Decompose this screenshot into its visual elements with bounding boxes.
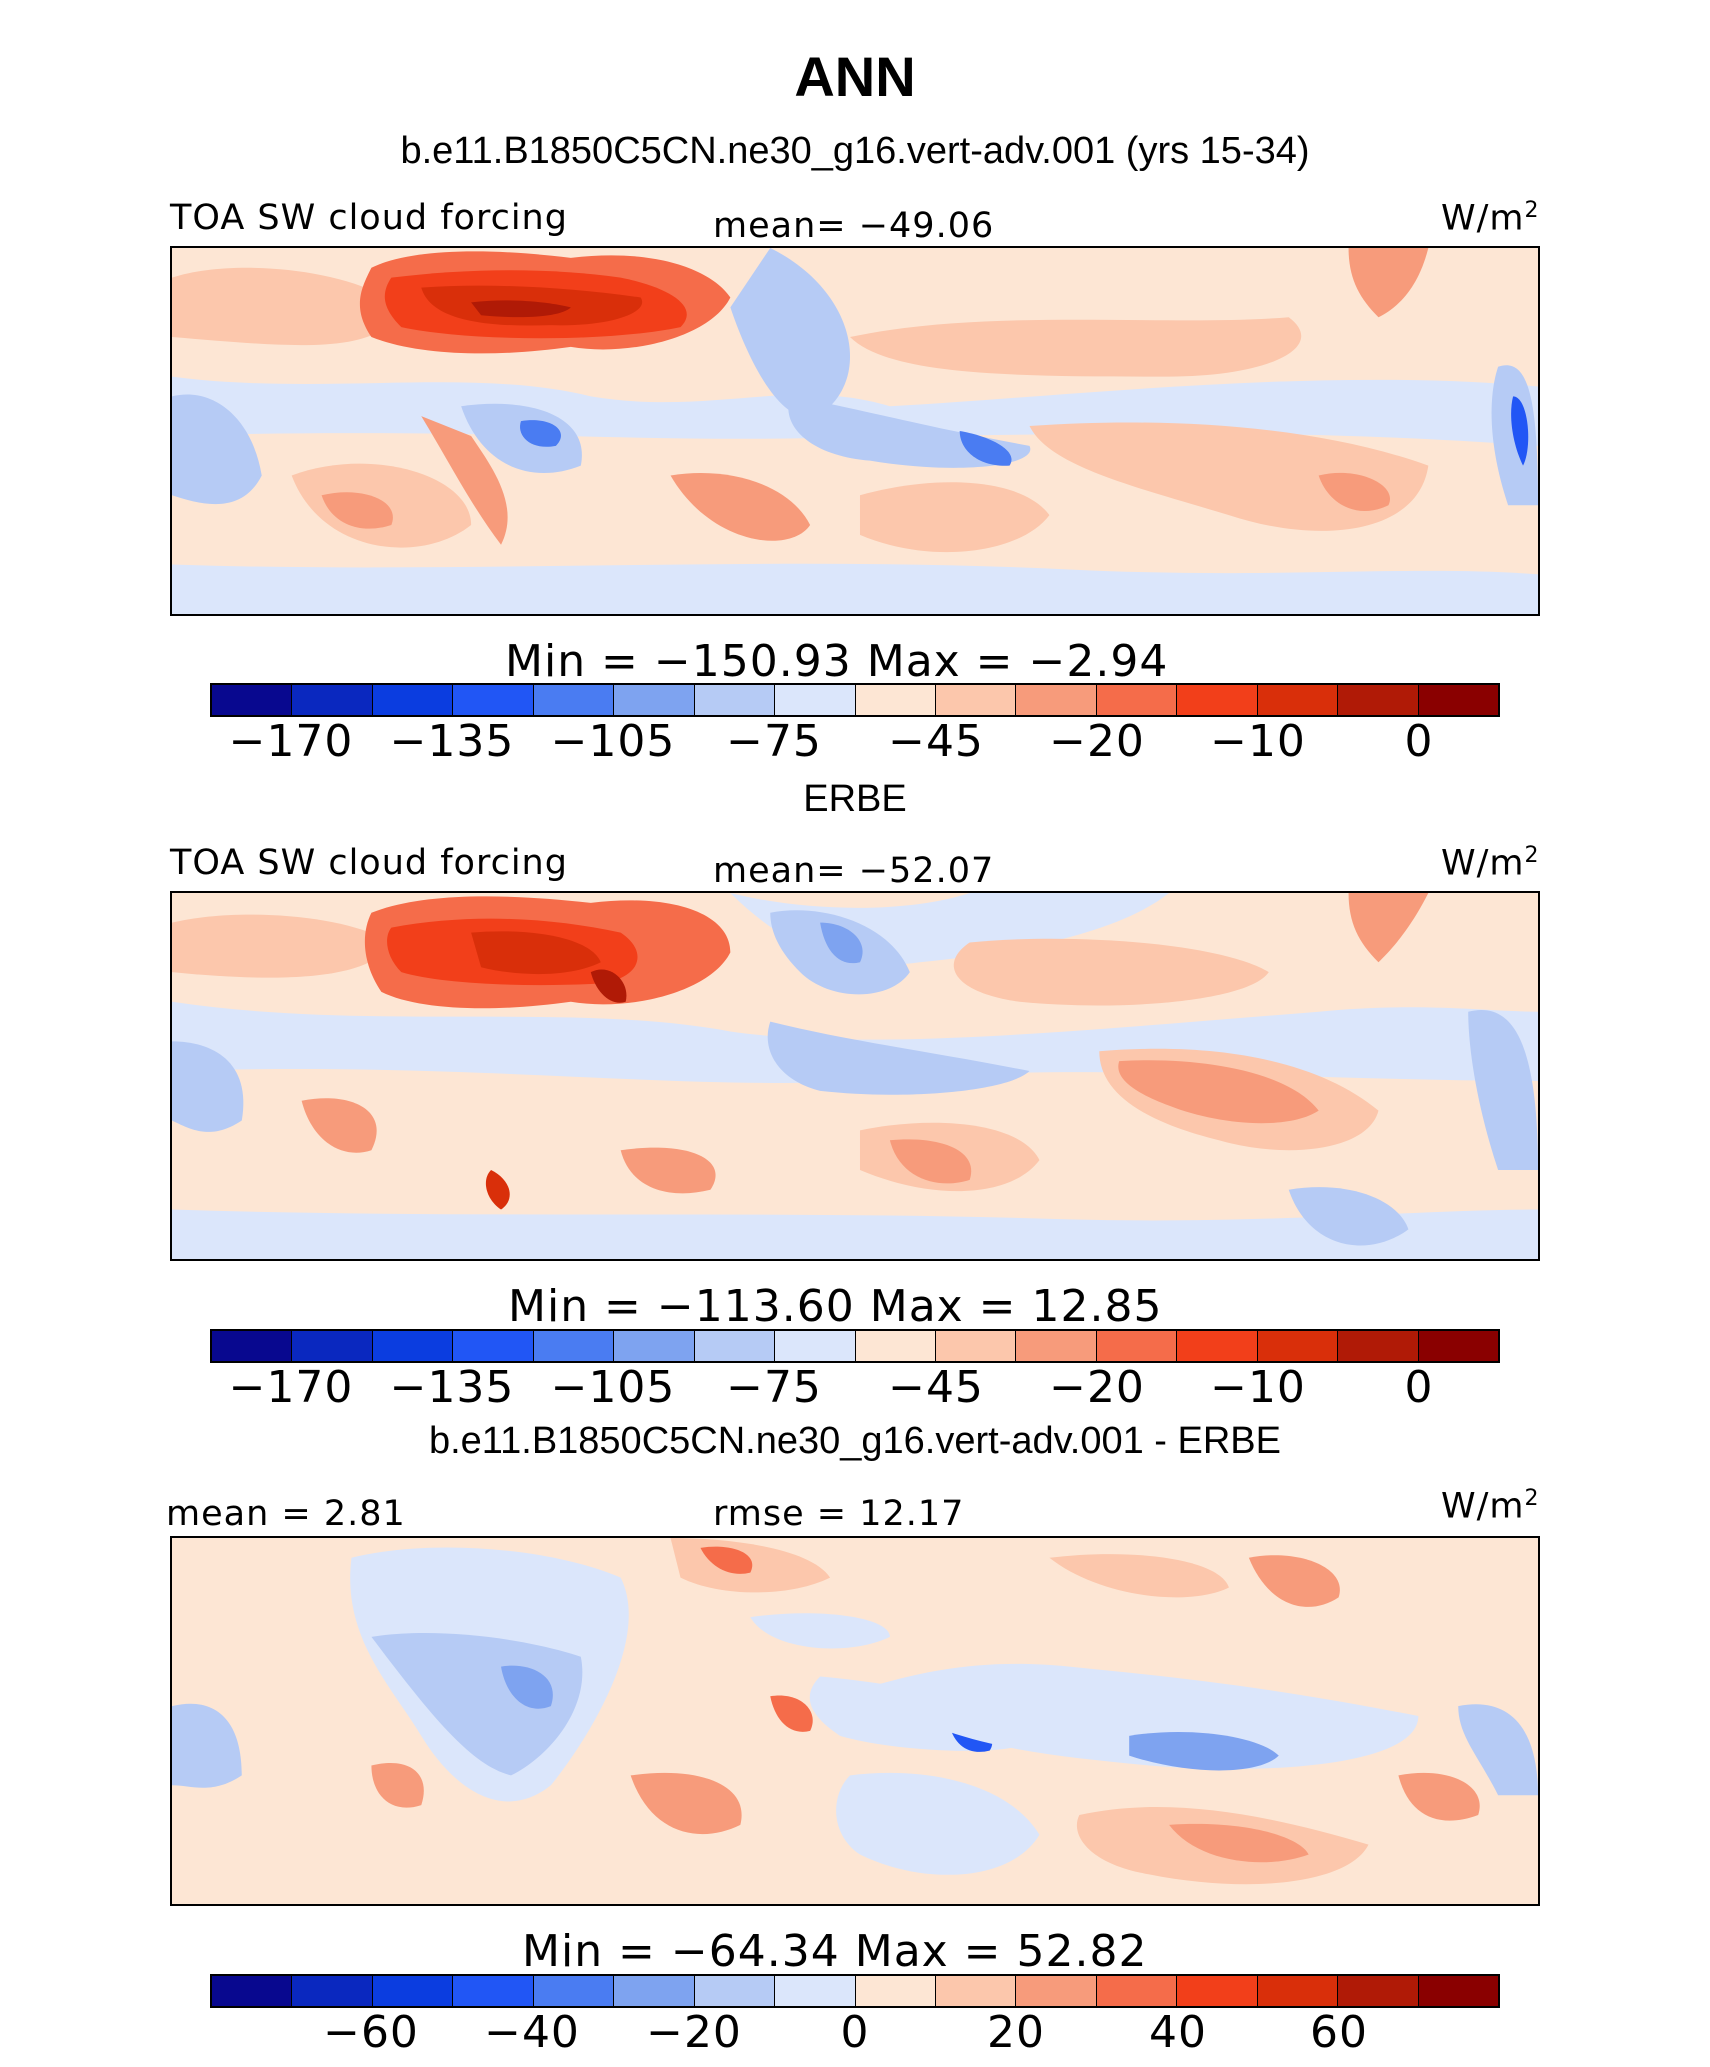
colorbar-tick: −105: [550, 716, 676, 767]
colorbar-swatch: [614, 1331, 695, 1361]
colorbar-swatch: [935, 685, 1017, 715]
panel2-colorbar-ticks: −170 −135 −105 −75 −45 −20 −10 0: [210, 1362, 1500, 1414]
panel2-heading: ERBE: [803, 778, 907, 820]
colorbar-tick: 20: [987, 2007, 1045, 2058]
colorbar-swatch: [1016, 1331, 1097, 1361]
colorbar-swatch: [614, 685, 695, 715]
panel3-map: [170, 1536, 1540, 1906]
colorbar-swatch: [775, 1976, 856, 2006]
colorbar-swatch: [372, 1331, 454, 1361]
colorbar-swatch: [935, 1331, 1017, 1361]
colorbar-swatch: [453, 1976, 534, 2006]
colorbar-swatch: [1016, 1976, 1097, 2006]
colorbar-swatch: [292, 1976, 373, 2006]
colorbar-tick: −170: [228, 716, 354, 767]
panel1-mean-label: mean= −49.06: [713, 206, 995, 246]
colorbar-swatch: [1177, 685, 1258, 715]
colorbar-swatch: [453, 685, 534, 715]
panel1-heading: b.e11.B1850C5CN.ne30_g16.vert-adv.001 (y…: [400, 130, 1310, 172]
colorbar-tick: −10: [1210, 716, 1306, 767]
colorbar-swatch: [1418, 1331, 1498, 1361]
colorbar-swatch: [1096, 685, 1178, 715]
colorbar-swatch: [1338, 1976, 1419, 2006]
colorbar-swatch: [1257, 1976, 1339, 2006]
colorbar-tick: 60: [1310, 2007, 1368, 2058]
panel2-mean-label: mean= −52.07: [713, 851, 995, 891]
colorbar-tick: −20: [646, 2007, 742, 2058]
colorbar-tick: −10: [1210, 1362, 1306, 1413]
colorbar-swatch: [1338, 1331, 1419, 1361]
colorbar-swatch: [694, 1331, 776, 1361]
colorbar-swatch: [1418, 685, 1498, 715]
colorbar-swatch: [533, 1976, 615, 2006]
colorbar-tick: −75: [726, 1362, 822, 1413]
panel3-rmse-label: rmse = 12.17: [713, 1494, 965, 1534]
colorbar-swatch: [533, 1331, 615, 1361]
colorbar-tick: −135: [389, 1362, 515, 1413]
colorbar-swatch: [292, 1331, 373, 1361]
colorbar-swatch: [372, 685, 454, 715]
colorbar-swatch: [1418, 1976, 1498, 2006]
colorbar-swatch: [775, 1331, 856, 1361]
colorbar-tick: −75: [726, 716, 822, 767]
colorbar-swatch: [935, 1976, 1017, 2006]
panel3-heading: b.e11.B1850C5CN.ne30_g16.vert-adv.001 - …: [428, 1420, 1281, 1462]
figure-title: ANN: [794, 45, 916, 108]
colorbar-tick: −20: [1049, 1362, 1145, 1413]
colorbar-tick: −40: [484, 2007, 580, 2058]
colorbar-swatch: [694, 685, 776, 715]
colorbar-tick: −20: [1049, 716, 1145, 767]
colorbar-swatch: [1257, 685, 1339, 715]
colorbar-tick: −135: [389, 716, 515, 767]
colorbar-swatch: [855, 685, 936, 715]
colorbar-swatch: [694, 1976, 776, 2006]
panel2-variable-label: TOA SW cloud forcing: [170, 843, 568, 883]
colorbar-swatch: [533, 685, 615, 715]
colorbar-swatch: [212, 685, 293, 715]
colorbar-swatch: [1016, 685, 1097, 715]
colorbar-swatch: [212, 1331, 293, 1361]
colorbar-tick: 0: [1404, 716, 1434, 767]
colorbar-swatch: [1096, 1331, 1178, 1361]
colorbar-tick: −170: [228, 1362, 354, 1413]
colorbar-swatch: [1338, 685, 1419, 715]
panel1-map: [170, 246, 1540, 616]
colorbar-swatch: [1177, 1331, 1258, 1361]
colorbar-swatch: [1177, 1976, 1258, 2006]
panel1-colorbar-ticks: −170 −135 −105 −75 −45 −20 −10 0: [210, 716, 1500, 768]
colorbar-swatch: [1096, 1976, 1178, 2006]
panel1-variable-label: TOA SW cloud forcing: [170, 198, 568, 238]
colorbar-tick: 40: [1149, 2007, 1207, 2058]
colorbar-tick: −60: [323, 2007, 419, 2058]
colorbar-tick: −45: [888, 1362, 984, 1413]
colorbar-swatch: [1257, 1331, 1339, 1361]
colorbar-swatch: [775, 685, 856, 715]
panel2-minmax: Min = −113.60 Max = 12.85: [508, 1281, 1163, 1332]
colorbar-swatch: [855, 1976, 936, 2006]
colorbar-swatch: [292, 685, 373, 715]
panel1-colorbar: [210, 683, 1500, 717]
panel1-units: W/m2: [1441, 198, 1540, 239]
panel2-map: [170, 891, 1540, 1261]
colorbar-tick: −45: [888, 716, 984, 767]
panel3-mean-label: mean = 2.81: [166, 1494, 406, 1534]
panel3-minmax: Min = −64.34 Max = 52.82: [522, 1926, 1148, 1977]
panel1-minmax: Min = −150.93 Max = −2.94: [505, 636, 1169, 687]
panel2-units: W/m2: [1441, 843, 1540, 884]
colorbar-swatch: [372, 1976, 454, 2006]
panel3-colorbar-ticks: −60 −40 −20 0 20 40 60: [210, 2007, 1500, 2059]
colorbar-tick: −105: [550, 1362, 676, 1413]
colorbar-swatch: [855, 1331, 936, 1361]
colorbar-tick: 0: [840, 2007, 870, 2058]
colorbar-swatch: [212, 1976, 293, 2006]
colorbar-tick: 0: [1404, 1362, 1434, 1413]
colorbar-swatch: [614, 1976, 695, 2006]
panel2-colorbar: [210, 1329, 1500, 1363]
panel3-units: W/m2: [1441, 1486, 1540, 1527]
colorbar-swatch: [453, 1331, 534, 1361]
panel3-colorbar: [210, 1974, 1500, 2008]
